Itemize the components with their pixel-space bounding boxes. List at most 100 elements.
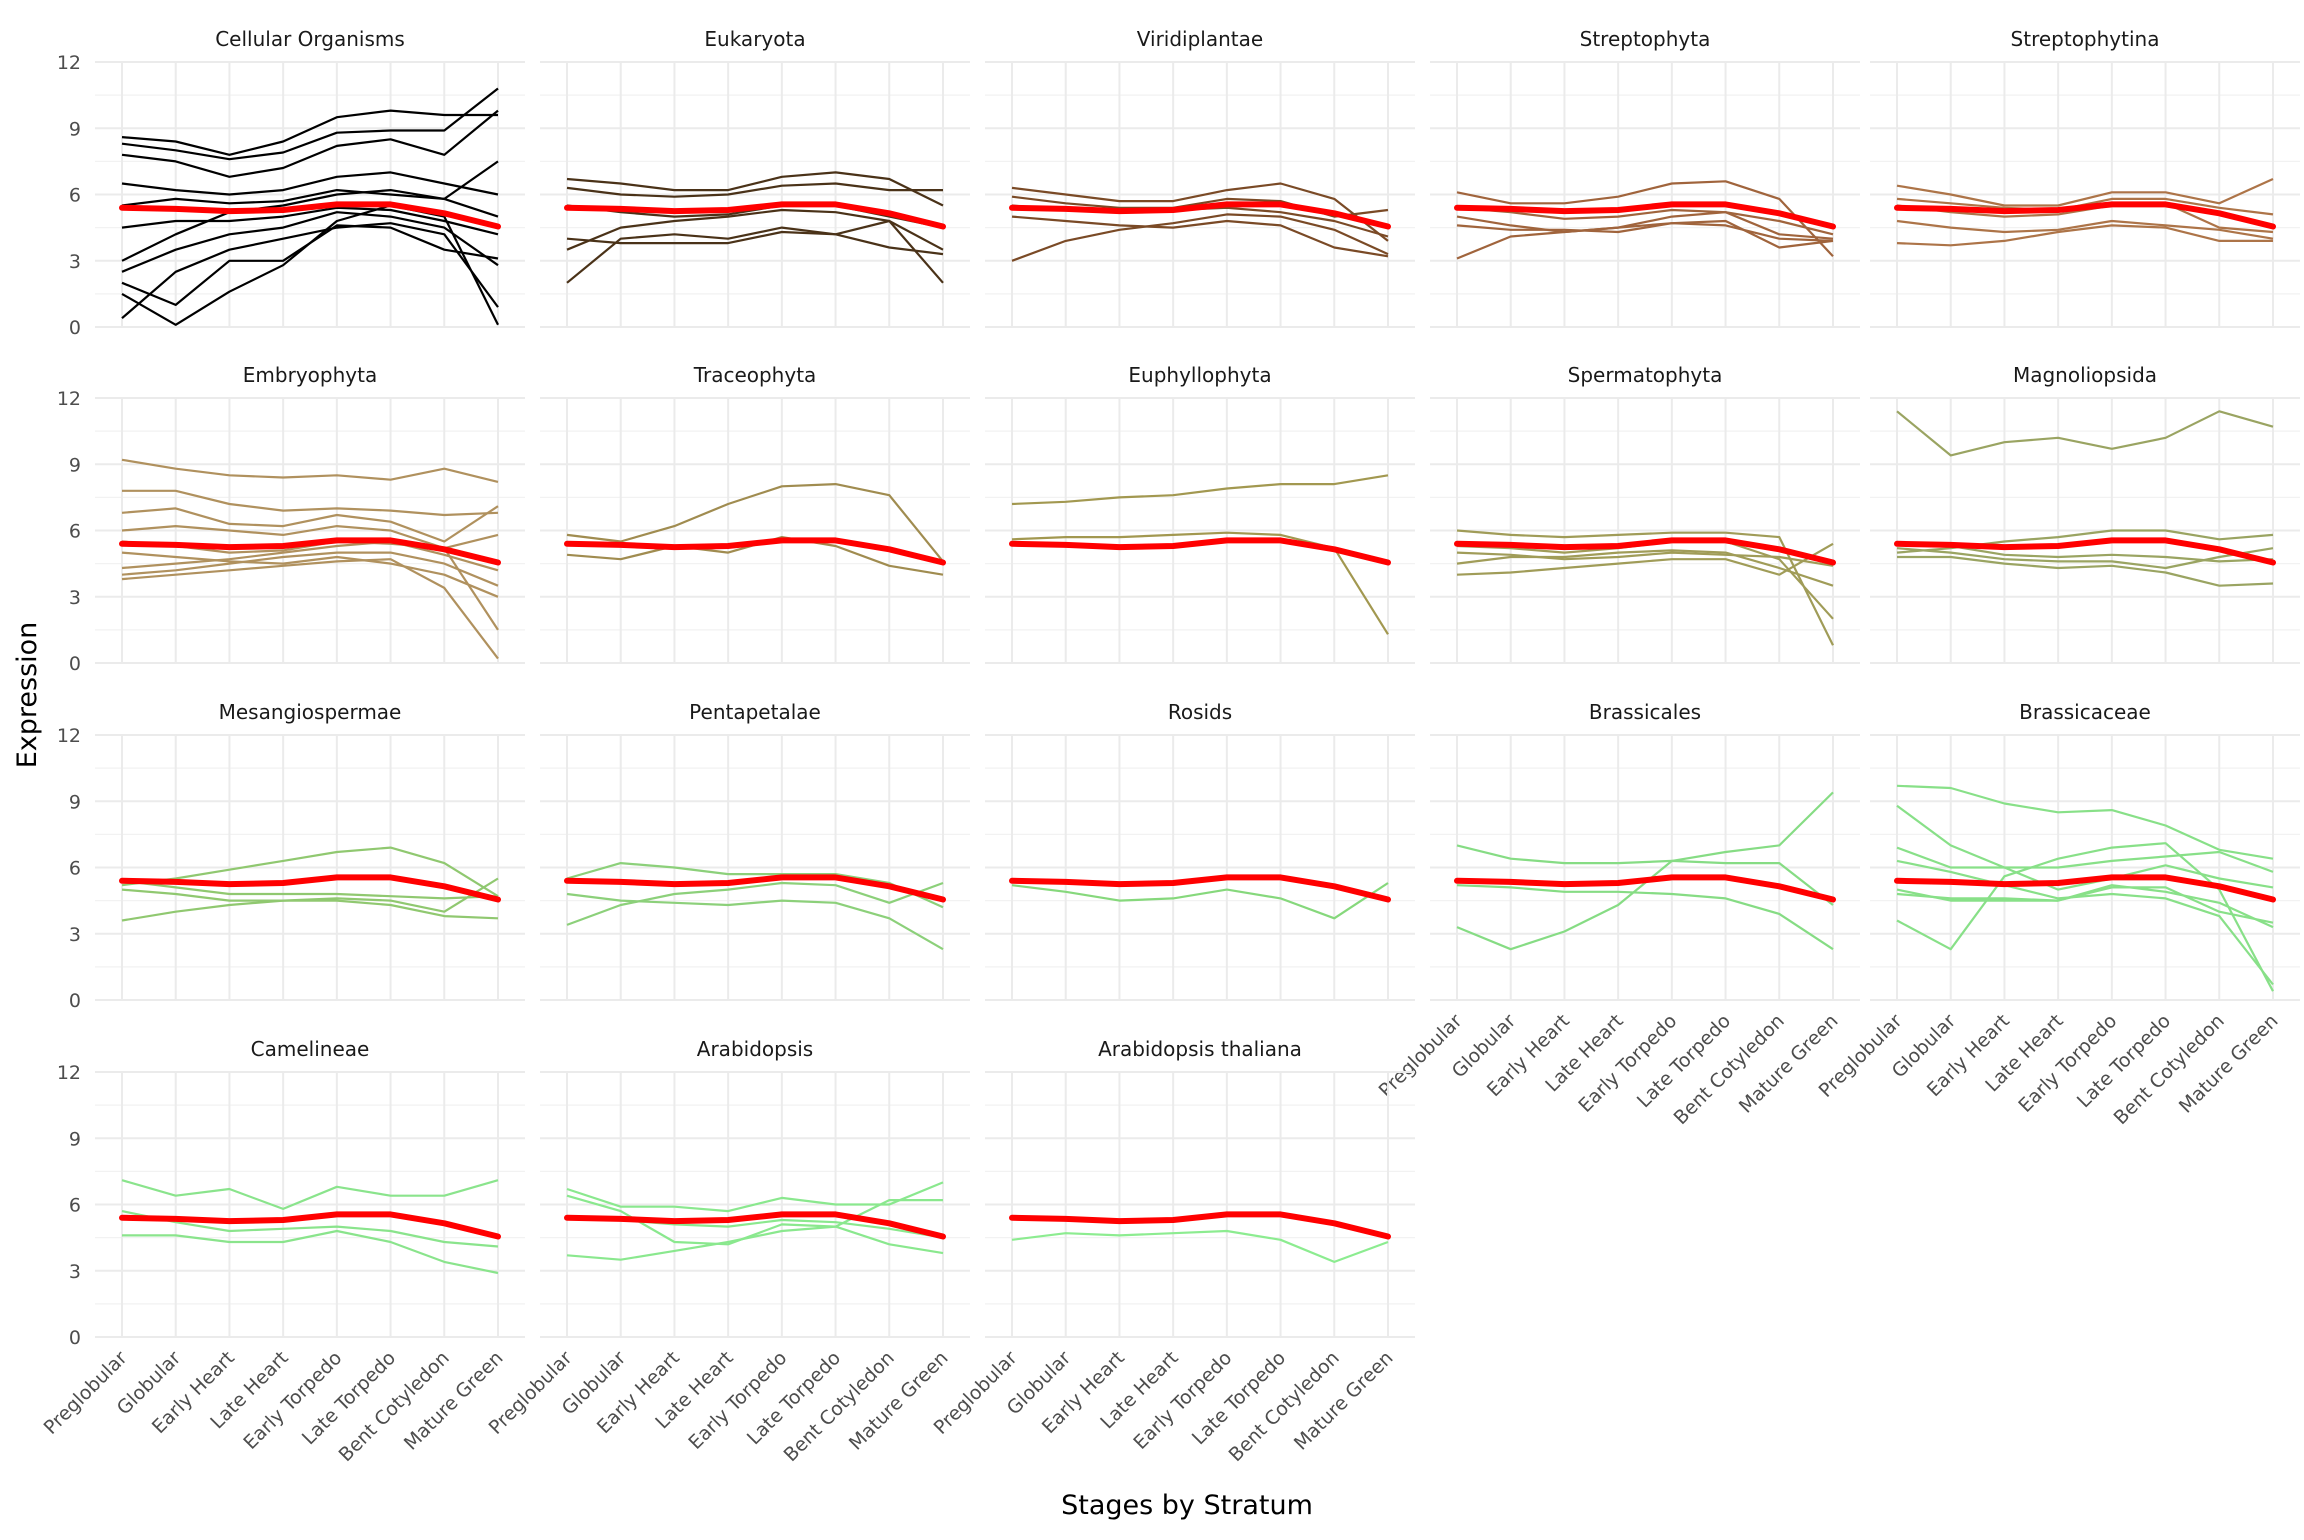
- expression-line: [566, 171, 944, 207]
- expression-line: [1896, 846, 2274, 873]
- y-tick-label: 6: [69, 521, 81, 543]
- expression-line: [121, 109, 498, 156]
- expression-line: [1456, 542, 1834, 576]
- expression-line: [1896, 886, 2274, 924]
- expression-line: [1011, 215, 1389, 258]
- panel-magnoliopsida: Magnoliopsida: [1870, 363, 2300, 664]
- mean-expression-line: [1894, 874, 2276, 903]
- expression-line: [121, 224, 499, 306]
- x-tick-label: Mature Green: [845, 1347, 953, 1455]
- x-tick-label: Mature Green: [1735, 1010, 1843, 1118]
- mean-expression-line: [564, 874, 946, 903]
- x-tick-label: Mature Green: [2175, 1010, 2283, 1118]
- expression-line: [566, 483, 944, 563]
- panel-title: Pentapetalae: [689, 700, 821, 724]
- expression-line: [1456, 529, 1834, 646]
- expression-line: [566, 182, 943, 198]
- expression-line: [1896, 859, 2274, 986]
- expression-line: [566, 208, 944, 251]
- y-tick-label: 0: [69, 653, 81, 675]
- y-tick-label: 6: [69, 1195, 81, 1217]
- expression-line: [566, 219, 944, 284]
- panel-mesangiospermae: Mesangiospermae 0 3 6 9 12: [57, 700, 525, 1012]
- expression-line: [1896, 842, 2274, 992]
- mean-expression-line: [1009, 201, 1391, 230]
- panel-title: Mesangiospermae: [219, 700, 402, 724]
- expression-line: [121, 160, 499, 207]
- panel-title: Arabidopsis thaliana: [1098, 1037, 1302, 1061]
- x-tick-label: Late Torpedo: [1633, 1010, 1735, 1112]
- expression-line: [1011, 182, 1389, 242]
- panel-title: Arabidopsis: [697, 1037, 813, 1061]
- expression-line: [121, 505, 499, 543]
- y-tick-label: 12: [57, 725, 81, 747]
- panel-title: Magnoliopsida: [2013, 363, 2157, 387]
- panel-title: Streptophytina: [2011, 27, 2160, 51]
- mean-expression-line: [119, 201, 501, 230]
- expression-line: [121, 458, 499, 483]
- x-tick-label: Mature Green: [1290, 1347, 1398, 1455]
- x-tick-label: Late Torpedo: [1188, 1347, 1290, 1449]
- panel-title: Cellular Organisms: [215, 27, 405, 51]
- mean-expression-line: [564, 1211, 946, 1240]
- expression-line: [1011, 474, 1389, 506]
- y-tick-label: 12: [57, 1062, 81, 1084]
- panel-title: Embryophyta: [243, 363, 377, 387]
- y-tick-label: 12: [57, 52, 81, 74]
- panel-title: Streptophyta: [1580, 27, 1711, 51]
- expression-line: [121, 551, 499, 598]
- expression-line: [121, 1210, 499, 1248]
- expression-line: [121, 189, 499, 262]
- x-tick-label: Mature Green: [400, 1347, 508, 1455]
- expression-line: [1456, 549, 1834, 587]
- expression-line: [566, 892, 944, 951]
- mean-expression-line: [1454, 537, 1836, 566]
- expression-line: [1896, 547, 2274, 570]
- panel-streptophytina: Streptophytina: [1870, 27, 2300, 328]
- mean-expression-line: [1894, 537, 2276, 566]
- panel-title: Eukaryota: [704, 27, 805, 51]
- y-axis-title: Expression: [12, 622, 43, 769]
- mean-expression-line: [1009, 874, 1391, 903]
- expression-line: [1897, 555, 2274, 587]
- expression-line: [1456, 540, 1834, 620]
- expression-line: [121, 551, 499, 587]
- expression-line: [1456, 551, 1834, 567]
- panel-pentapetalae: Pentapetalae: [540, 700, 970, 1001]
- y-tick-label: 9: [69, 118, 81, 140]
- expression-line: [1896, 784, 2274, 860]
- y-tick-label: 9: [69, 454, 81, 476]
- mean-expression-line: [1009, 537, 1391, 566]
- y-tick-label: 9: [69, 791, 81, 813]
- panel-title: Traceophyta: [693, 363, 817, 387]
- mean-expression-line: [119, 537, 501, 566]
- panel-euphyllophyta: Euphyllophyta: [985, 363, 1415, 664]
- x-tick-label: Late Torpedo: [743, 1347, 845, 1449]
- mean-expression-line: [1009, 1211, 1391, 1240]
- expression-line: [566, 230, 944, 256]
- panel-title: Spermatophyta: [1568, 363, 1723, 387]
- expression-line: [121, 846, 499, 898]
- panel-title: Camelineae: [251, 1037, 370, 1061]
- expression-line: [1456, 791, 1834, 951]
- expression-line: [566, 1199, 943, 1261]
- expression-line: [121, 222, 499, 320]
- panel-title: Euphyllophyta: [1128, 363, 1271, 387]
- expression-line: [1456, 222, 1834, 242]
- expression-line: [121, 204, 499, 326]
- panel-cellular-organisms: Cellular Organisms 0 3 6 9 12: [57, 27, 525, 339]
- expression-line: [121, 211, 499, 273]
- expression-line: [1896, 177, 2274, 207]
- mean-expression-line: [1454, 874, 1836, 903]
- y-tick-label: 3: [69, 587, 81, 609]
- panels-layer: Cellular Organisms 0 3 6 9 12 Eukaryota Viridip…: [40, 27, 2300, 1466]
- panel-eukaryota: Eukaryota: [540, 27, 970, 328]
- expression-line: [1896, 410, 2274, 457]
- panel-title: Brassicaceae: [2019, 700, 2151, 724]
- panel-title: Rosids: [1168, 700, 1232, 724]
- mean-expression-line: [1454, 201, 1836, 230]
- expression-line: [1456, 884, 1834, 951]
- y-tick-label: 0: [69, 1327, 81, 1349]
